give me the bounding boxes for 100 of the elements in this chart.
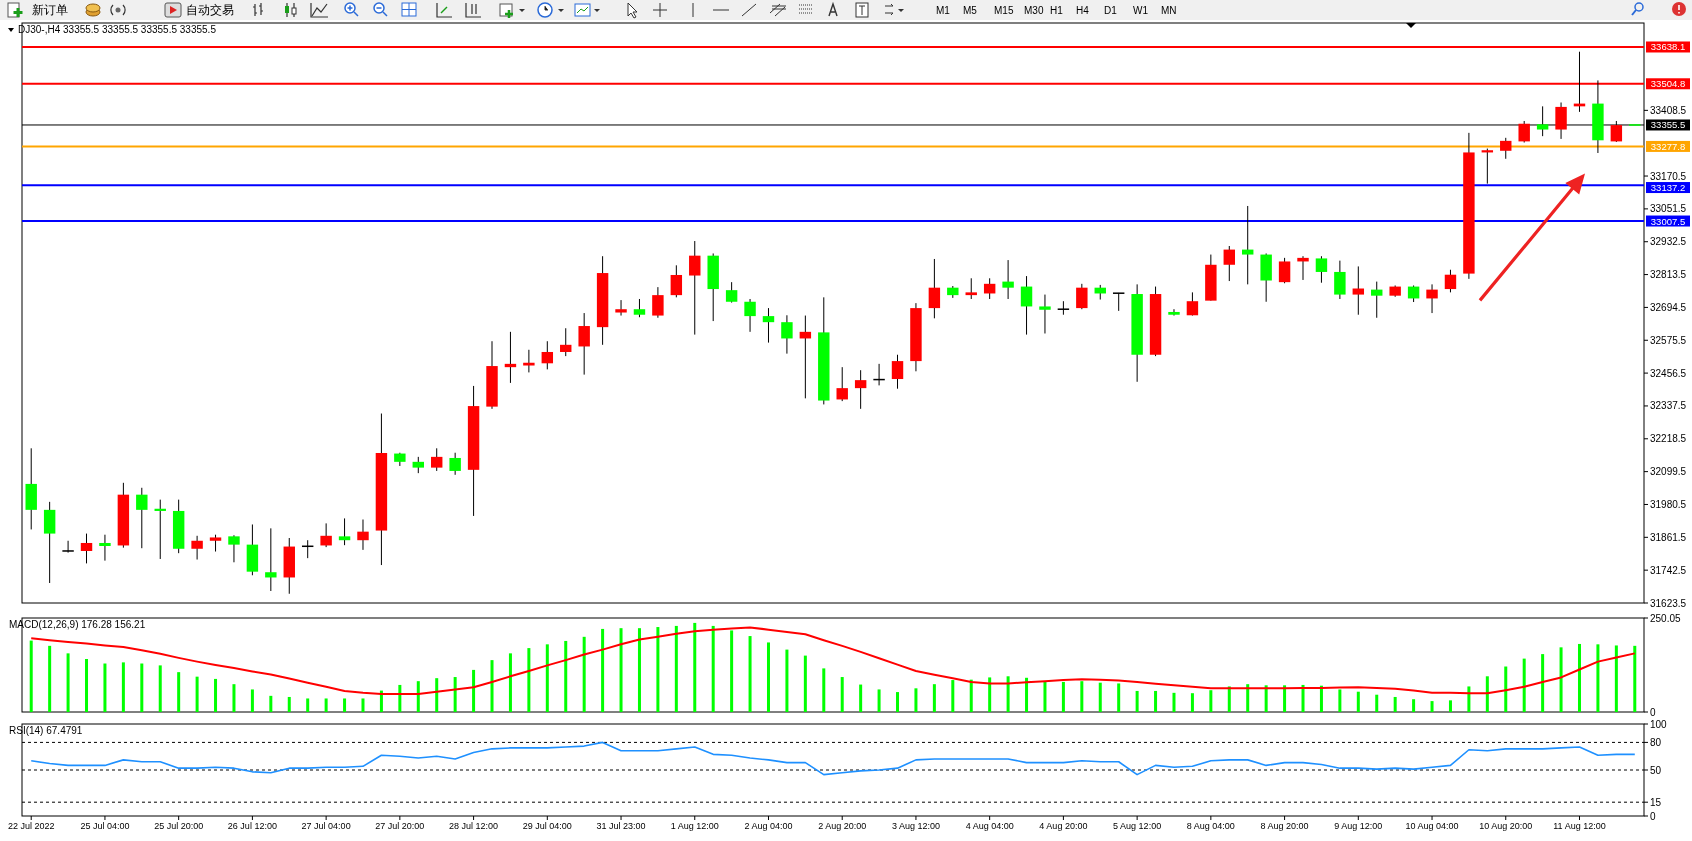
candlestick <box>578 312 590 376</box>
y-tick-label: 33408.5 <box>1650 104 1687 116</box>
bar <box>1393 696 1397 712</box>
bar <box>730 630 734 712</box>
candlestick <box>62 540 74 554</box>
bar <box>1025 677 1029 712</box>
y-tick-label: 33170.5 <box>1650 170 1687 182</box>
bar <box>508 653 512 712</box>
bar <box>619 628 623 712</box>
bar <box>1596 644 1600 712</box>
bar <box>1043 681 1047 712</box>
y-tick-label: 80 <box>1650 736 1662 748</box>
x-tick-label: 31 Jul 23:00 <box>596 821 646 831</box>
text: W1 <box>1133 5 1149 16</box>
bar <box>1356 691 1360 712</box>
candlestick <box>1352 265 1365 316</box>
candlestick <box>1002 259 1014 300</box>
bar <box>711 625 715 712</box>
candlestick <box>1500 137 1512 160</box>
y-tick-label: 15 <box>1650 796 1662 808</box>
bar <box>398 684 402 712</box>
y-tick-label: 32337.5 <box>1650 400 1687 412</box>
bar <box>877 689 881 712</box>
x-tick-label: 10 Aug 20:00 <box>1479 821 1533 831</box>
chart-title: MACD(12,26,9) 176.28 156.21 <box>9 619 146 630</box>
x-tick-label: 8 Aug 04:00 <box>1186 821 1235 831</box>
candlestick <box>670 264 683 298</box>
bar <box>527 648 531 712</box>
bar <box>1264 685 1268 712</box>
candlestick <box>854 369 867 410</box>
y-tick-label: 32932.5 <box>1650 236 1687 248</box>
bar <box>932 684 936 712</box>
bar <box>1117 683 1121 712</box>
bar <box>214 678 218 712</box>
ref-line-label: 33137.2 <box>1650 182 1686 194</box>
candlestick <box>1315 255 1328 284</box>
candlestick <box>615 299 627 317</box>
chart-title: RSI(14) 67.4791 <box>9 725 83 736</box>
bar <box>693 622 697 712</box>
y-tick-label: 0 <box>1650 706 1656 718</box>
bar <box>1154 690 1158 712</box>
x-tick-label: 10 Aug 04:00 <box>1405 821 1459 831</box>
candlestick <box>43 501 56 584</box>
bar <box>969 679 973 712</box>
bar <box>601 628 605 712</box>
bar <box>1098 682 1102 712</box>
candlestick <box>191 535 203 561</box>
y-tick-label: 31861.5 <box>1650 531 1687 543</box>
bar <box>29 640 33 712</box>
bar <box>564 640 568 712</box>
x-tick-label: 25 Jul 04:00 <box>80 821 130 831</box>
candlestick <box>265 527 277 592</box>
y-tick-label: 32456.5 <box>1650 367 1687 379</box>
bar <box>1375 694 1379 712</box>
bar <box>66 653 70 712</box>
bar <box>361 698 365 712</box>
ref-line-label: 33638.1 <box>1650 41 1686 53</box>
candlestick <box>689 240 701 336</box>
bar <box>85 659 89 712</box>
x-tick-label: 26 Jul 12:00 <box>227 821 277 831</box>
candlestick <box>633 298 646 318</box>
bar <box>1485 676 1489 712</box>
text: 自动交易 <box>186 3 234 17</box>
x-tick-label: 4 Aug 04:00 <box>965 821 1014 831</box>
ref-line-label: 33504.8 <box>1650 78 1686 90</box>
bar <box>472 669 476 712</box>
y-tick-label: 33051.5 <box>1650 203 1687 215</box>
candlestick <box>541 340 554 370</box>
candlestick <box>928 258 941 319</box>
bar <box>1301 684 1305 712</box>
bar <box>232 684 236 712</box>
x-tick-label: 5 Aug 12:00 <box>1113 821 1162 831</box>
x-tick-label: 27 Jul 20:00 <box>375 821 425 831</box>
candlestick <box>725 281 738 304</box>
y-tick-label: 250.05 <box>1650 612 1682 624</box>
candlestick <box>1278 257 1291 284</box>
candlestick <box>1186 291 1199 317</box>
candlestick <box>449 452 461 476</box>
x-tick-label: 22 Jul 2022 <box>7 821 55 831</box>
candlestick <box>431 447 443 472</box>
y-tick-label: 32099.5 <box>1650 466 1687 478</box>
bar <box>158 665 162 712</box>
bar <box>988 677 992 712</box>
bar <box>1577 643 1581 712</box>
bar <box>1338 689 1342 712</box>
candlestick <box>836 366 848 402</box>
bar <box>1209 690 1213 712</box>
ref-line-label: 33007.5 <box>1650 215 1686 227</box>
line-series <box>30 741 1636 776</box>
candlestick <box>99 534 111 562</box>
candlestick <box>652 286 664 319</box>
x-tick-label: 29 Jul 04:00 <box>522 821 572 831</box>
bar <box>490 660 494 712</box>
candlestick <box>1076 283 1088 310</box>
candlestick <box>338 517 351 546</box>
bar <box>914 688 918 712</box>
candlestick <box>1112 292 1125 312</box>
candlestick <box>357 519 369 551</box>
x-tick-label: 4 Aug 20:00 <box>1039 821 1088 831</box>
bar <box>1006 676 1010 712</box>
